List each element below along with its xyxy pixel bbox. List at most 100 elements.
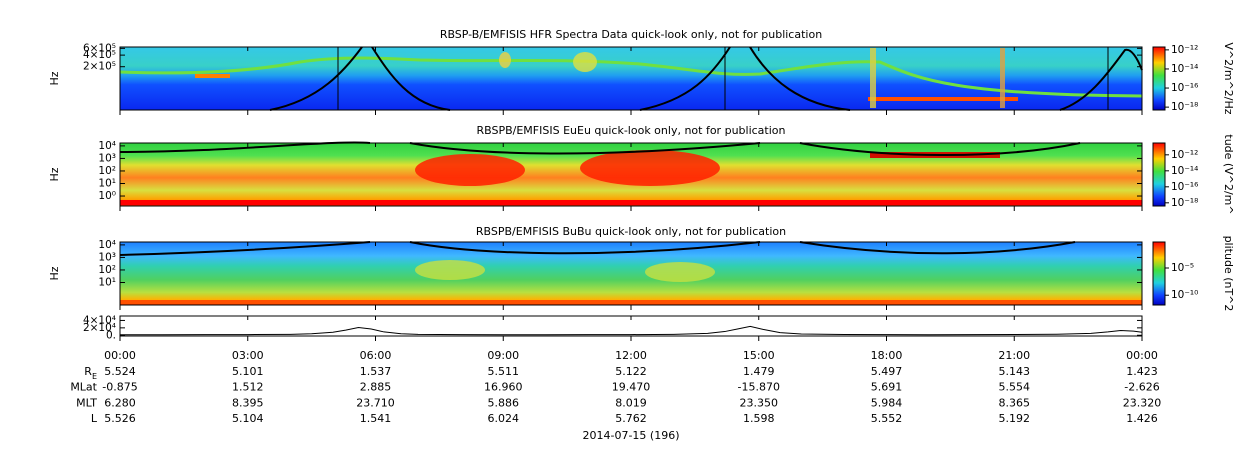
ephemeris-label-text: L <box>91 412 98 425</box>
ephemeris-label: MLat <box>70 381 97 394</box>
y-tick-label: 0. <box>106 329 116 341</box>
ephemeris-value: 1.479 <box>743 365 775 378</box>
panel-title: RBSPB/EMFISIS BuBu quick-look only, not … <box>476 225 786 238</box>
colorbar-tick-label: 10⁻¹⁴ <box>1171 165 1198 177</box>
y-tick-label: 2×10⁵ <box>83 61 116 73</box>
ephemeris-value: 23.350 <box>740 396 779 409</box>
spectrogram-fill <box>119 47 1143 305</box>
x-tick-label: 15:00 <box>743 349 775 362</box>
ephemeris-value: 5.122 <box>615 365 647 378</box>
ephemeris-value: 6.024 <box>488 412 520 425</box>
plasma-curves <box>119 46 1143 256</box>
y-tick-label: 2×10⁴ <box>83 322 116 334</box>
ephemeris-value: 1.541 <box>360 412 392 425</box>
x-tick-label: 03:00 <box>232 349 264 362</box>
ephemeris-label-text: MLT <box>76 396 97 409</box>
y-tick-label: 10³ <box>98 251 116 263</box>
ephemeris-value: 1.423 <box>1126 365 1158 378</box>
colorbar-tick-label: 10⁻¹⁴ <box>1171 63 1198 75</box>
ephemeris-value: 1.426 <box>1126 412 1158 425</box>
x-tick-label: 21:00 <box>998 349 1030 362</box>
date-label: 2014-07-15 (196) <box>582 429 679 442</box>
y-axis-label: Hz <box>48 71 61 85</box>
y-axis-label: Hz <box>48 167 61 181</box>
colorbar-label: plitude (nT^2 <box>1222 236 1235 312</box>
ephemeris-label-text: MLat <box>70 381 97 394</box>
y-tick-label: 10¹ <box>98 276 116 288</box>
panel-frame <box>119 241 1143 306</box>
colorbar-tick-label: 10⁻¹² <box>1171 44 1198 56</box>
ephemeris-value: 1.598 <box>743 412 775 425</box>
y-axis-label: Hz <box>48 266 61 280</box>
colorbar-tick-label: 10⁻¹² <box>1171 149 1198 161</box>
ephemeris-value: 5.554 <box>999 381 1031 394</box>
x-tick-label: 00:00 <box>104 349 136 362</box>
ephemeris-value: 23.320 <box>1123 396 1162 409</box>
ephemeris-value: 5.526 <box>104 412 136 425</box>
colorbar-label: V^2/m^2/Hz <box>1222 42 1235 114</box>
colorbar-tick-label: 10⁻¹⁶ <box>1171 82 1198 94</box>
line <box>120 325 1143 336</box>
ephemeris-value: 5.497 <box>871 365 903 378</box>
y-tick-label: 10² <box>98 165 116 177</box>
panel-title: RBSP-B/EMFISIS HFR Spectra Data quick-lo… <box>440 28 822 41</box>
ephemeris-value: -0.875 <box>102 381 137 394</box>
y-tick-label: 10³ <box>98 152 116 164</box>
x-tick-label: 09:00 <box>487 349 519 362</box>
ephemeris-value: 19.470 <box>612 381 651 394</box>
y-tick-label: 10² <box>98 264 116 276</box>
panel-title: RBSPB/EMFISIS EuEu quick-look only, not … <box>476 124 785 137</box>
panel-frame <box>119 46 1143 111</box>
ephemeris-value: 5.511 <box>488 365 520 378</box>
ephemeris-label: RE <box>84 365 97 381</box>
ephemeris-value: 16.960 <box>484 381 523 394</box>
y-tick-label: 4×10⁴ <box>83 314 116 326</box>
ephemeris-value: 8.019 <box>615 396 647 409</box>
colorbar-label: tude (V^2/m^ <box>1222 134 1235 214</box>
ephemeris-value: 5.524 <box>104 365 136 378</box>
y-tick-label: 6×10⁵ <box>83 42 116 54</box>
x-tick-label: 06:00 <box>360 349 392 362</box>
colorbar <box>1152 241 1166 306</box>
x-tick-label: 00:00 <box>1126 349 1158 362</box>
y-tick-label: 10⁰ <box>98 190 116 202</box>
ephemeris-value: -2.626 <box>1124 381 1159 394</box>
colorbar <box>1152 142 1166 207</box>
ephemeris-value: 5.552 <box>871 412 903 425</box>
ephemeris-value: 5.691 <box>871 381 903 394</box>
ephemeris-value: 8.365 <box>999 396 1031 409</box>
ephemeris-value: 5.101 <box>232 365 264 378</box>
panel-frame <box>119 315 1143 337</box>
ephemeris-value: 5.984 <box>871 396 903 409</box>
colorbar-tick-label: 10⁻¹⁰ <box>1171 289 1198 301</box>
colorbar-tick-label: 10⁻¹⁶ <box>1171 181 1198 193</box>
ephemeris-value: 8.395 <box>232 396 264 409</box>
colorbar-tick-label: 10⁻⁵ <box>1171 262 1194 274</box>
x-tick-label: 18:00 <box>871 349 903 362</box>
ephemeris-value: 23.710 <box>356 396 395 409</box>
ephemeris-value: 6.280 <box>104 396 136 409</box>
colorbar-tick-label: 10⁻¹⁸ <box>1171 197 1198 209</box>
ephemeris-label-sub: E <box>92 372 97 381</box>
ephemeris-value: 5.104 <box>232 412 264 425</box>
y-tick-label: 10⁴ <box>98 140 116 152</box>
y-tick-label: 10⁴ <box>98 239 116 251</box>
ephemeris-value: -15.870 <box>738 381 780 394</box>
y-tick-label: 4×10⁵ <box>83 49 116 61</box>
x-tick-label: 12:00 <box>615 349 647 362</box>
colorbar-tick-label: 10⁻¹⁸ <box>1171 101 1198 113</box>
ephemeris-value: 5.143 <box>999 365 1031 378</box>
ephemeris-value: 5.886 <box>488 396 520 409</box>
panel-frame <box>119 142 1143 207</box>
ephemeris-value: 5.192 <box>999 412 1031 425</box>
ephemeris-value: 5.762 <box>615 412 647 425</box>
ephemeris-value: 1.537 <box>360 365 392 378</box>
ephemeris-value: 1.512 <box>232 381 264 394</box>
ephemeris-label: MLT <box>76 396 97 409</box>
ephemeris-label: L <box>91 412 98 425</box>
y-tick-label: 10¹ <box>98 177 116 189</box>
ephemeris-value: 2.885 <box>360 381 392 394</box>
colorbar <box>1152 46 1166 111</box>
ephemeris-label-text: R <box>84 365 92 378</box>
